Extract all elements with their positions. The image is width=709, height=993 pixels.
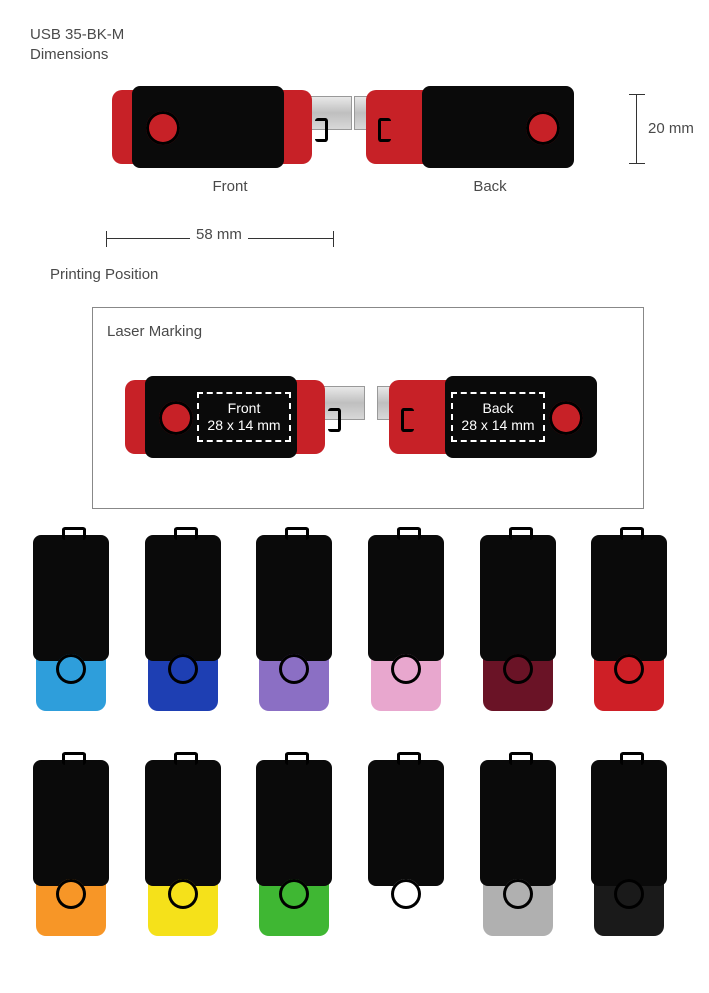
usb-swivel <box>368 760 444 886</box>
usb-back-view <box>360 88 600 168</box>
back-label: Back <box>460 178 520 195</box>
usb-swivel <box>480 535 556 661</box>
laser-marking-title: Laser Marking <box>107 323 202 340</box>
usb-variant-orange <box>26 768 126 943</box>
usb-loop <box>401 408 414 432</box>
usb-loop <box>285 527 309 540</box>
usb-loop <box>315 118 328 142</box>
usb-loop <box>620 752 644 765</box>
usb-pivot <box>279 654 309 684</box>
usb-loop <box>328 408 341 432</box>
usb-loop <box>174 527 198 540</box>
usb-front-view <box>106 88 346 168</box>
printing-section-title: Printing Position <box>50 266 158 283</box>
laser-marking-box: Laser Marking Front 28 x 14 mm Back 28 x… <box>92 307 644 509</box>
usb-loop <box>62 527 86 540</box>
usb-loop <box>397 752 421 765</box>
usb-variant-purple <box>249 543 349 718</box>
usb-variant-pink <box>361 543 461 718</box>
usb-swivel <box>33 535 109 661</box>
product-header: USB 35-BK-M Dimensions <box>30 25 124 65</box>
usb-variant-red <box>584 543 684 718</box>
usb-swivel <box>368 535 444 661</box>
print-area-front-size: 28 x 14 mm <box>199 417 289 435</box>
usb-pivot <box>391 879 421 909</box>
usb-loop <box>285 752 309 765</box>
usb-pivot <box>146 111 180 145</box>
usb-swivel <box>591 760 667 886</box>
height-dimension-label: 20 mm <box>648 120 694 137</box>
print-area-back-size: 28 x 14 mm <box>453 417 543 435</box>
color-variant-grid <box>26 543 686 943</box>
usb-loop <box>509 752 533 765</box>
usb-loop <box>509 527 533 540</box>
product-subtitle: Dimensions <box>30 45 124 65</box>
width-dimension-label: 58 mm <box>190 226 248 243</box>
print-area-front: Front 28 x 14 mm <box>197 392 291 442</box>
usb-variant-maroon <box>473 543 573 718</box>
usb-swivel <box>145 760 221 886</box>
usb-pivot <box>614 654 644 684</box>
usb-pivot <box>168 654 198 684</box>
usb-swivel <box>480 760 556 886</box>
usb-pivot <box>526 111 560 145</box>
usb-back-print: Back 28 x 14 mm <box>383 378 623 458</box>
usb-variant-white <box>361 768 461 943</box>
height-dimension-line <box>636 94 637 164</box>
usb-pivot <box>503 654 533 684</box>
usb-pivot <box>56 879 86 909</box>
usb-pivot <box>56 654 86 684</box>
usb-swivel <box>591 535 667 661</box>
usb-loop <box>174 752 198 765</box>
usb-loop <box>378 118 391 142</box>
usb-pivot <box>159 401 193 435</box>
usb-pivot <box>614 879 644 909</box>
usb-variant-black <box>584 768 684 943</box>
usb-loop <box>62 752 86 765</box>
product-sku: USB 35-BK-M <box>30 25 124 45</box>
print-area-back: Back 28 x 14 mm <box>451 392 545 442</box>
usb-variant-silver <box>473 768 573 943</box>
usb-loop <box>397 527 421 540</box>
usb-pivot <box>279 879 309 909</box>
usb-swivel <box>145 535 221 661</box>
usb-pivot <box>549 401 583 435</box>
usb-swivel <box>256 760 332 886</box>
print-area-front-label: Front <box>199 400 289 418</box>
usb-pivot <box>503 879 533 909</box>
print-area-back-label: Back <box>453 400 543 418</box>
usb-variant-light-blue <box>26 543 126 718</box>
usb-variant-yellow <box>138 768 238 943</box>
front-label: Front <box>200 178 260 195</box>
usb-variant-green <box>249 768 349 943</box>
usb-front-print: Front 28 x 14 mm <box>119 378 359 458</box>
usb-pivot <box>168 879 198 909</box>
usb-swivel <box>256 535 332 661</box>
usb-variant-royal-blue <box>138 543 238 718</box>
usb-loop <box>620 527 644 540</box>
usb-swivel <box>33 760 109 886</box>
usb-pivot <box>391 654 421 684</box>
